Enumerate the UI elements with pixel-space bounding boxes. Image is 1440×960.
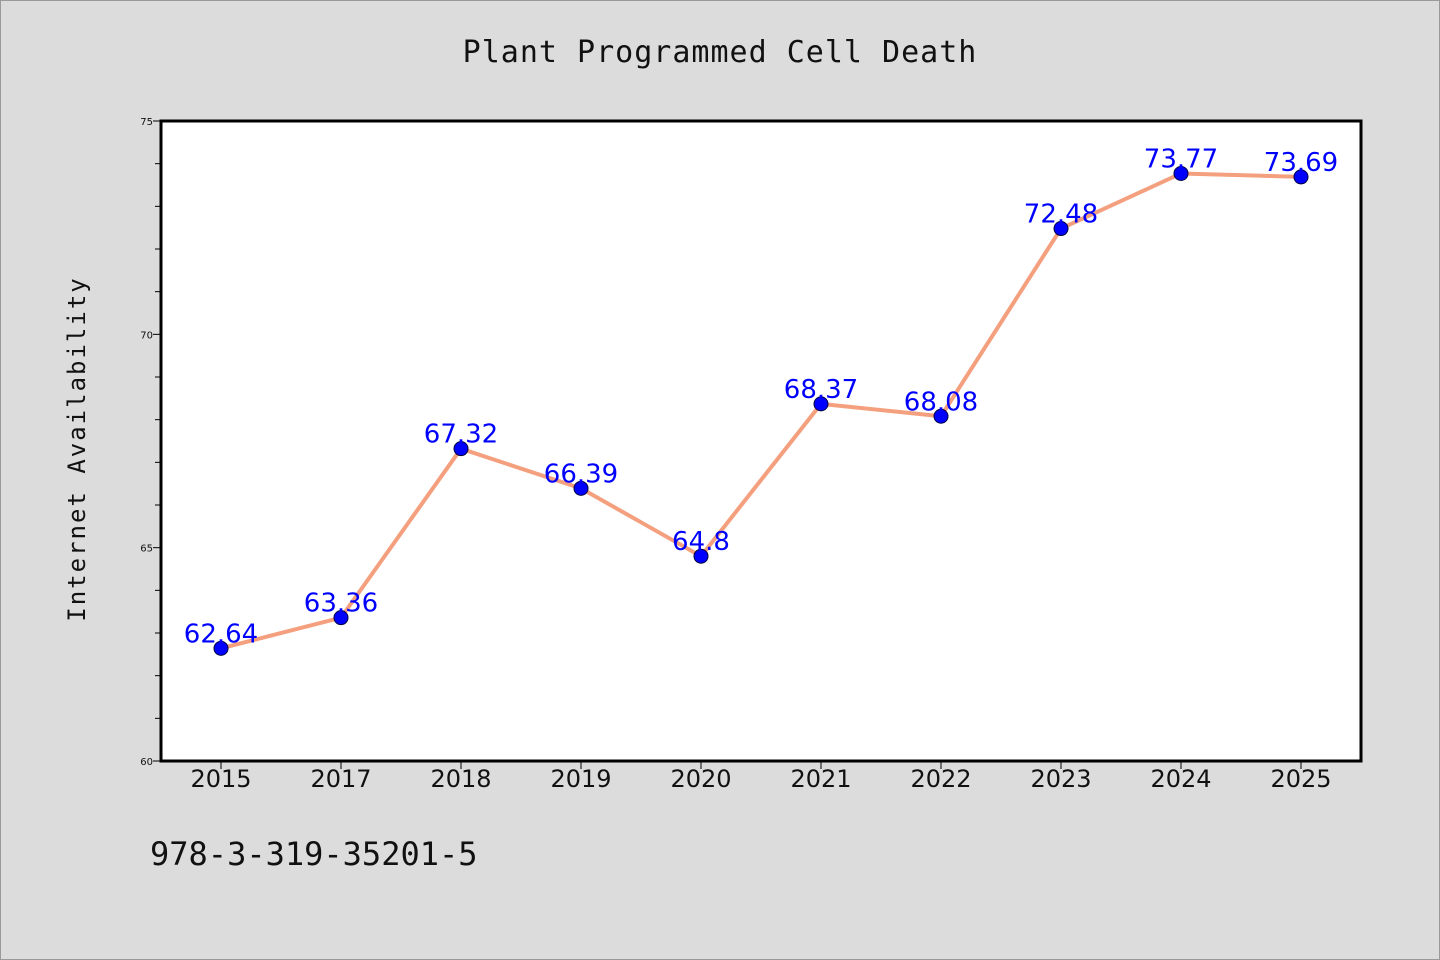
isbn-footer: 978-3-319-35201-5 bbox=[150, 835, 478, 873]
x-tick-label: 2021 bbox=[790, 765, 851, 793]
series-line bbox=[219, 171, 1303, 651]
x-tick-label: 2024 bbox=[1150, 765, 1211, 793]
data-label: 63.36 bbox=[304, 589, 378, 619]
plot-frame bbox=[159, 119, 1363, 763]
data-label: 72.48 bbox=[1024, 200, 1098, 230]
data-label: 68.37 bbox=[784, 375, 858, 405]
data-point bbox=[1293, 169, 1309, 185]
data-point bbox=[1173, 165, 1189, 181]
data-label: 67.32 bbox=[424, 420, 498, 450]
x-tick-label: 2022 bbox=[910, 765, 971, 793]
data-point bbox=[933, 408, 949, 424]
data-point bbox=[693, 548, 709, 564]
data-label: 73.77 bbox=[1144, 144, 1218, 174]
data-point bbox=[453, 441, 469, 457]
y-tick-label: 60 bbox=[140, 757, 153, 768]
data-point bbox=[573, 480, 589, 496]
x-tick-label: 2020 bbox=[670, 765, 731, 793]
chart-title: Plant Programmed Cell Death bbox=[462, 35, 978, 70]
x-tick-label: 2019 bbox=[550, 765, 611, 793]
data-point bbox=[333, 610, 349, 626]
data-point bbox=[213, 640, 229, 656]
y-tick-label: 75 bbox=[140, 117, 153, 128]
x-tick-label: 2018 bbox=[430, 765, 491, 793]
x-tick-label: 2015 bbox=[190, 765, 251, 793]
plot-background bbox=[161, 121, 1361, 761]
data-label: 64.8 bbox=[672, 527, 730, 557]
x-tick-label: 2017 bbox=[310, 765, 371, 793]
data-label: 68.08 bbox=[904, 387, 978, 417]
data-label: 66.39 bbox=[544, 459, 618, 489]
data-point bbox=[1053, 221, 1069, 237]
y-tick-label: 65 bbox=[140, 544, 153, 555]
x-tick-label: 2023 bbox=[1030, 765, 1091, 793]
data-label: 62.64 bbox=[184, 619, 258, 649]
x-tick-label: 2025 bbox=[1270, 765, 1331, 793]
data-label: 73.69 bbox=[1264, 148, 1338, 178]
data-point bbox=[813, 396, 829, 412]
y-tick-label: 70 bbox=[140, 330, 153, 341]
